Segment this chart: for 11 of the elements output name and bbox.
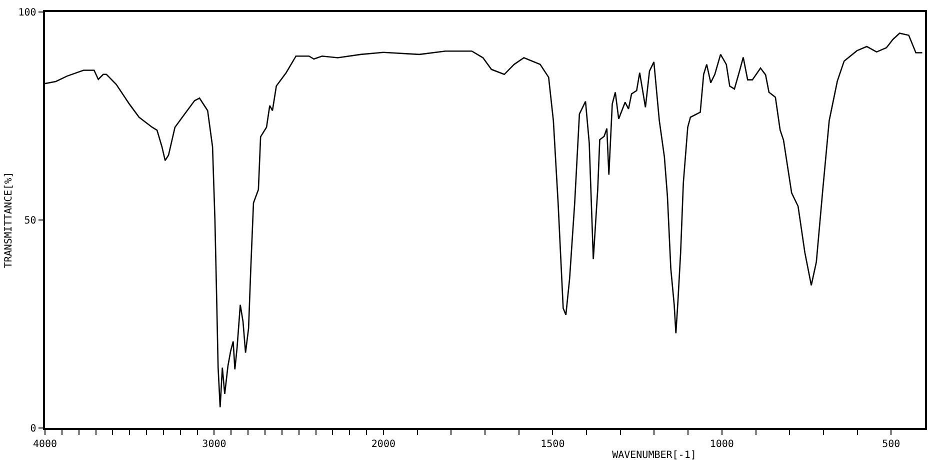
y-tick-label: 100 bbox=[18, 8, 36, 18]
x-tick-label: 2000 bbox=[371, 438, 396, 450]
x-tick-label: 1500 bbox=[540, 438, 565, 450]
y-tick-label: 0 bbox=[30, 424, 36, 434]
x-axis-title: WAVENUMBER[-1] bbox=[612, 450, 696, 461]
x-tick-label: 3000 bbox=[202, 438, 226, 450]
x-tick-label: 1000 bbox=[710, 438, 734, 450]
x-tick-label: 4000 bbox=[32, 438, 58, 450]
y-axis-title: TRANSMITTANCE[%] bbox=[4, 172, 15, 268]
x-tick-label: 500 bbox=[882, 438, 900, 450]
y-tick-label: 50 bbox=[24, 216, 36, 226]
